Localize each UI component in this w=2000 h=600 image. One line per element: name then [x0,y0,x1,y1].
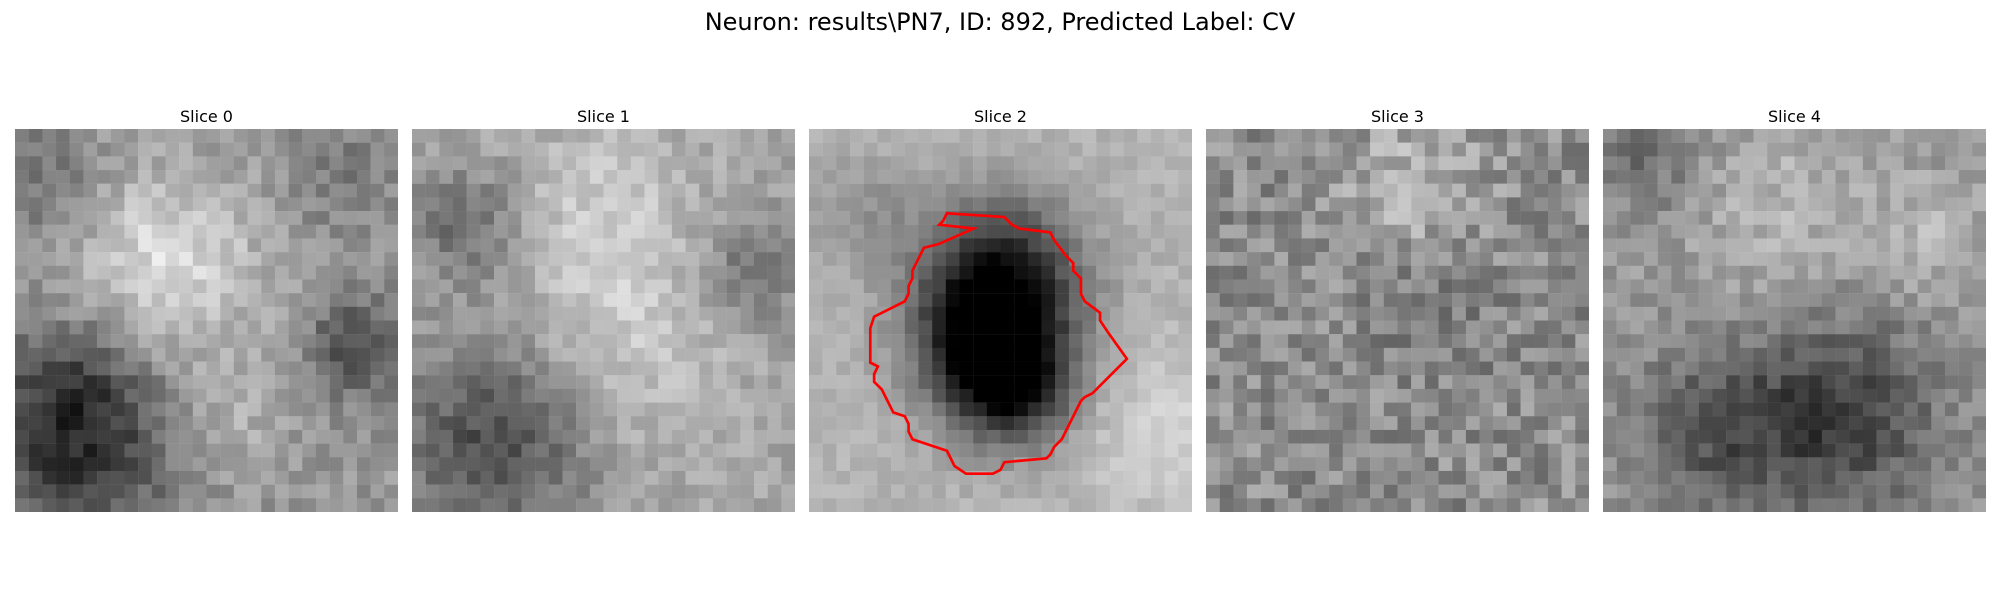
slice-image-4 [1603,129,1986,512]
slice-title-1: Slice 1 [577,107,630,126]
slice-title-0: Slice 0 [180,107,233,126]
slice-image-3 [1206,129,1589,512]
slice-panel-1: Slice 1 [412,105,795,512]
slice-image-2 [809,129,1192,512]
figure-title: Neuron: results\PN7, ID: 892, Predicted … [704,8,1296,36]
slice-title-2: Slice 2 [974,107,1027,126]
slice-panel-4: Slice 4 [1603,105,1986,512]
slice-panel-2: Slice 2 [809,105,1192,512]
slice-panel-0: Slice 0 [15,105,398,512]
slice-title-3: Slice 3 [1371,107,1424,126]
slice-image-0 [15,129,398,512]
segmentation-contour [868,211,1129,476]
slice-panel-3: Slice 3 [1206,105,1589,512]
slice-image-1 [412,129,795,512]
slice-title-4: Slice 4 [1768,107,1821,126]
